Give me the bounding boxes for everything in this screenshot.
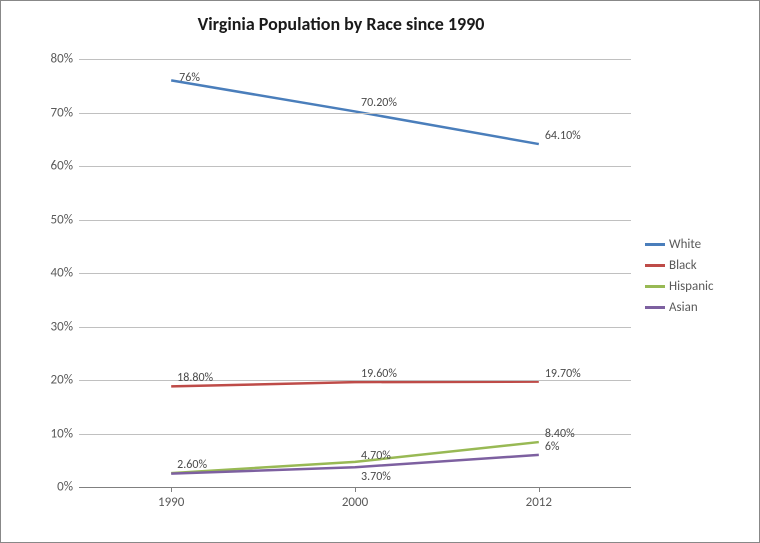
gridline: [79, 220, 631, 221]
legend-swatch: [645, 285, 665, 288]
x-axis-tick-label: 2012: [526, 495, 552, 510]
data-label: 64.10%: [545, 129, 581, 143]
legend-label: White: [669, 237, 701, 252]
y-axis-tick-label: 80%: [51, 52, 73, 67]
x-axis-tick-label: 1990: [158, 495, 184, 510]
gridline: [79, 166, 631, 167]
legend-item-asian: Asian: [645, 300, 714, 315]
gridline: [79, 273, 631, 274]
legend-swatch: [645, 243, 665, 246]
data-label: 6%: [545, 440, 560, 454]
x-axis-tick: [171, 487, 172, 492]
data-label: 19.60%: [361, 367, 397, 381]
plot-area: 0%10%20%30%40%50%60%70%80%19902000201276…: [79, 59, 631, 487]
y-axis-tick-label: 50%: [51, 212, 73, 227]
legend-item-black: Black: [645, 258, 714, 273]
legend-label: Black: [669, 258, 697, 273]
data-label: 70.20%: [361, 96, 397, 110]
series-line-asian: [171, 455, 539, 474]
gridline: [79, 113, 631, 114]
y-axis-tick-label: 0%: [57, 480, 73, 495]
chart-title: Virginia Population by Race since 1990: [1, 13, 681, 35]
legend-swatch: [645, 264, 665, 267]
legend-label: Hispanic: [669, 279, 714, 294]
y-axis-tick-label: 20%: [51, 373, 73, 388]
data-label: 2.60%: [177, 458, 207, 472]
gridline: [79, 327, 631, 328]
y-axis-tick-label: 70%: [51, 105, 73, 120]
legend-item-hispanic: Hispanic: [645, 279, 714, 294]
legend: White Black Hispanic Asian: [645, 237, 714, 321]
gridline: [79, 59, 631, 60]
x-axis-tick: [539, 487, 540, 492]
y-axis-tick-label: 30%: [51, 319, 73, 334]
legend-item-white: White: [645, 237, 714, 252]
data-label: 3.70%: [361, 470, 391, 484]
x-axis-tick: [355, 487, 356, 492]
data-label: 18.80%: [177, 371, 213, 385]
y-axis-tick-label: 10%: [51, 426, 73, 441]
legend-swatch: [645, 306, 665, 309]
x-axis-tick-label: 2000: [342, 495, 368, 510]
y-axis-tick-label: 40%: [51, 266, 73, 281]
data-label: 4.70%: [361, 449, 391, 463]
data-label: 76%: [179, 71, 200, 85]
series-line-black: [171, 382, 539, 387]
legend-label: Asian: [669, 300, 698, 315]
y-axis-tick-label: 60%: [51, 159, 73, 174]
chart-container: Virginia Population by Race since 1990 0…: [0, 0, 760, 543]
data-label: 19.70%: [545, 367, 581, 381]
